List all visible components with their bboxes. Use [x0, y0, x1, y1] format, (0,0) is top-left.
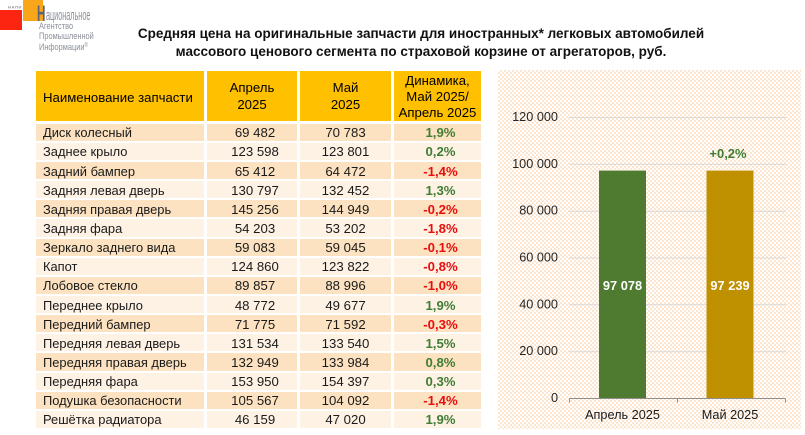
svg-text:0: 0 — [551, 391, 558, 405]
svg-text:60 000: 60 000 — [519, 251, 558, 265]
svg-text:120 000: 120 000 — [512, 110, 558, 124]
svg-text:97 239: 97 239 — [710, 278, 749, 293]
svg-text:Апрель 2025: Апрель 2025 — [585, 408, 660, 422]
svg-text:+0,2%: +0,2% — [709, 146, 747, 161]
svg-text:97 078: 97 078 — [603, 278, 642, 293]
svg-text:40 000: 40 000 — [519, 297, 558, 311]
svg-text:20 000: 20 000 — [519, 344, 558, 358]
svg-text:80 000: 80 000 — [519, 204, 558, 218]
svg-text:100 000: 100 000 — [512, 157, 558, 171]
svg-text:Май 2025: Май 2025 — [702, 408, 759, 422]
